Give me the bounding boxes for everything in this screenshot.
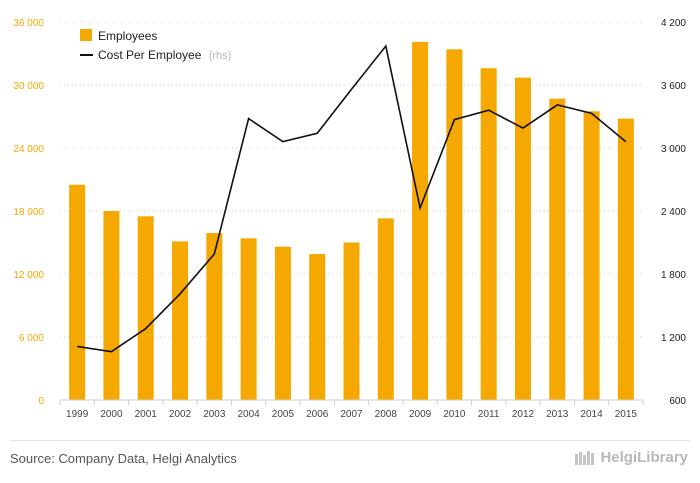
x-tick-label: 2012: [512, 409, 535, 420]
cost-per-employee-line: [76, 44, 627, 353]
left-tick-label: 36 000: [13, 18, 44, 29]
x-tick-label: 2004: [237, 409, 260, 420]
legend-cost-name: Cost Per Employee: [98, 48, 202, 62]
right-tick-label: 600: [669, 396, 686, 407]
employees-bar: [240, 238, 257, 400]
x-tick-label: 2001: [135, 409, 158, 420]
x-tick-label: 2014: [580, 409, 603, 420]
right-axis-ticks: 600 1 200 1 800 2 400 3 000 3 600 4 200: [661, 18, 686, 407]
chart: 0 6 000 12 000 18 000 24 000 30 000 36 000 600…: [13, 18, 686, 420]
employees-bar: [137, 216, 154, 400]
x-tick-label: 2005: [272, 409, 295, 420]
left-tick-label: 24 000: [13, 144, 44, 155]
left-tick-label: 0: [38, 396, 44, 407]
employees-bar: [309, 254, 326, 400]
left-tick-label: 12 000: [13, 270, 44, 281]
x-tick-label: 2011: [478, 409, 500, 420]
right-tick-label: 1 200: [661, 333, 686, 344]
left-tick-label: 30 000: [13, 81, 44, 92]
x-tick-label: 2009: [409, 409, 432, 420]
x-axis-ticks: 1999 2000 2001 2002 2003 2004 2005 2006 2007 2008…: [59, 400, 644, 420]
legend-cost-label: Cost Per Employee (rhs): [98, 48, 231, 62]
employees-bar: [617, 118, 634, 400]
employees-bar: [480, 68, 497, 400]
legend-employees-swatch: [80, 29, 92, 41]
legend: Employees Cost Per Employee (rhs): [80, 29, 231, 62]
employees-bar: [274, 246, 291, 400]
source-text: Source: Company Data, Helgi Analytics: [10, 451, 237, 466]
legend-cost-suffix: (rhs): [209, 50, 232, 62]
x-tick-label: 2002: [169, 409, 192, 420]
employees-bar: [172, 241, 189, 400]
x-tick-label: 1999: [66, 409, 89, 420]
x-tick-label: 2008: [375, 409, 398, 420]
right-tick-label: 4 200: [661, 18, 686, 29]
x-tick-label: 2003: [203, 409, 226, 420]
employees-bar: [514, 77, 531, 401]
logo-text: HelgiLibrary: [600, 448, 688, 466]
x-tick-label: 2007: [340, 409, 363, 420]
employees-bars: [69, 41, 634, 401]
left-tick-label: 6 000: [19, 333, 44, 344]
employees-bar: [583, 111, 600, 400]
x-tick-label: 2000: [100, 409, 123, 420]
left-axis-ticks: 0 6 000 12 000 18 000 24 000 30 000 36 000: [13, 18, 44, 407]
x-tick-label: 2015: [615, 409, 638, 420]
employees-bar: [412, 41, 429, 400]
right-tick-label: 1 800: [661, 270, 686, 281]
helgi-library-logo[interactable]: HelgiLibrary: [574, 448, 688, 466]
x-tick-label: 2006: [306, 409, 329, 420]
left-tick-label: 18 000: [13, 207, 44, 218]
employees-bar: [377, 218, 394, 400]
employees-bar: [206, 233, 223, 400]
x-tick-label: 2013: [546, 409, 569, 420]
right-tick-label: 3 600: [661, 81, 686, 92]
employees-bar: [446, 49, 463, 401]
employees-bar: [549, 98, 566, 401]
footer-divider: [10, 440, 690, 441]
right-tick-label: 2 400: [661, 207, 686, 218]
x-tick-label: 2010: [443, 409, 466, 420]
library-icon: [575, 451, 595, 465]
legend-employees-label: Employees: [98, 29, 157, 43]
employees-bar: [343, 242, 360, 400]
employees-bar: [69, 184, 86, 400]
employees-bar: [103, 211, 120, 400]
right-tick-label: 3 000: [661, 144, 686, 155]
